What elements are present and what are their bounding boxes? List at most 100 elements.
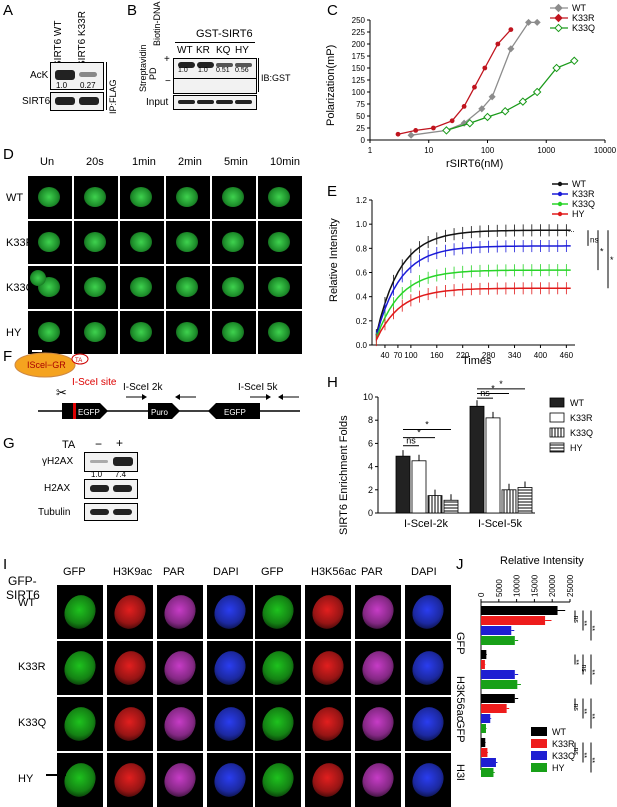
iscel-site-mark <box>73 403 76 419</box>
lane-label-wt: SIRT6 WT <box>53 20 64 67</box>
c-legend-label: K33R <box>572 13 595 23</box>
j-sig-label: ** <box>580 709 587 715</box>
e-legend-marker <box>557 201 563 207</box>
d-micrograph <box>28 176 72 219</box>
c-point <box>507 45 515 53</box>
j-legend-label: K33Q <box>552 751 575 761</box>
c-ytick-label: 175 <box>352 52 366 61</box>
d-micrograph <box>120 266 164 309</box>
nucleus <box>357 758 399 802</box>
blot-sirt6 <box>50 92 104 111</box>
i-micrograph <box>405 641 451 695</box>
h-ylabel: SIRT6 Enrichment Folds <box>338 415 350 535</box>
nucleus <box>176 232 198 252</box>
j-xtick-label: 10000 <box>513 574 522 597</box>
row-gh2ax: γH2AX <box>42 456 74 467</box>
c-point <box>483 112 492 122</box>
e-line-wt <box>375 229 571 336</box>
d-micrograph <box>120 221 164 264</box>
i-micrograph <box>255 753 301 807</box>
e-legend-label: HY <box>572 209 585 219</box>
j-bar <box>481 714 491 723</box>
egfp-label-1: EGFP <box>78 408 100 417</box>
i-micrograph <box>107 697 153 751</box>
c-point <box>449 118 455 124</box>
nucleus <box>209 702 251 746</box>
nucleus <box>257 646 299 690</box>
i-micrograph <box>57 585 103 639</box>
h-ytick-label: 10 <box>363 392 373 402</box>
nucleus <box>222 232 244 252</box>
j-legend-label: HY <box>552 763 565 773</box>
j-bar <box>481 636 515 645</box>
lane-wt: WT <box>177 45 193 56</box>
nucleus <box>159 646 201 690</box>
egfp-arrow-1 <box>100 403 108 419</box>
c-point <box>508 27 514 32</box>
lane-label-k33r: SIRT6 K33R <box>77 11 88 67</box>
d-micrograph <box>28 266 72 309</box>
nucleus <box>109 590 151 634</box>
panel-label-j: J <box>456 556 464 573</box>
lane-hy: HY <box>235 45 249 56</box>
nucleus <box>59 702 101 746</box>
iscel-2k-label: I-SceI 2k <box>123 382 163 393</box>
i-micrograph <box>57 753 103 807</box>
panel-label-d: D <box>3 146 14 163</box>
iscel-gr-label: IScel−GR <box>27 360 66 370</box>
c-point <box>495 41 501 47</box>
nucleus <box>109 646 151 690</box>
d-row-label: K33Q <box>6 282 35 294</box>
nucleus <box>130 187 152 207</box>
nucleus <box>268 322 290 342</box>
e-xlabel: Times <box>462 355 492 367</box>
egfp-box-2 <box>216 403 260 419</box>
c-xtick-label: 10 <box>424 146 433 155</box>
i-right-col-label: DAPI <box>411 566 437 578</box>
c-point <box>395 131 401 137</box>
i-micrograph <box>255 697 301 751</box>
j-legend-swatch <box>531 763 547 772</box>
puro-box <box>148 403 172 419</box>
j-bar <box>481 616 546 625</box>
j-bar <box>481 724 486 733</box>
j-group-label: GFP <box>455 632 466 655</box>
j-sig-label: ** <box>580 621 587 627</box>
c-ylabel: Polarization(mP) <box>325 45 337 126</box>
d-micrograph <box>258 176 302 219</box>
i-micrograph <box>207 641 253 695</box>
nucleus <box>30 270 46 286</box>
d-micrograph <box>74 266 118 309</box>
e-ytick-label: 0.0 <box>356 341 368 350</box>
quant-g-minus: 1.0 <box>91 470 103 479</box>
j-sig-label: ** <box>572 660 579 666</box>
i-micrograph <box>255 641 301 695</box>
i-micrograph <box>207 585 253 639</box>
e-ytick-label: 1.2 <box>356 196 368 205</box>
nucleus <box>38 322 60 342</box>
h-ytick-label: 8 <box>368 415 373 425</box>
j-bar <box>481 694 515 703</box>
i-micrograph <box>207 753 253 807</box>
d-row-label: HY <box>6 327 22 339</box>
nucleus <box>268 232 290 252</box>
lane-kr: KR <box>196 45 210 56</box>
egfp-label-2: EGFP <box>224 408 246 417</box>
i-micrograph <box>157 753 203 807</box>
primer-2k-f-head <box>142 394 147 400</box>
lane-kq: KQ <box>216 45 231 56</box>
puro-label: Puro <box>151 408 168 417</box>
panel-i-title-2: SIRT6 <box>6 588 40 602</box>
c-legend-marker <box>554 23 563 33</box>
e-xtick-label: 220 <box>456 351 470 360</box>
d-row-label: WT <box>6 192 24 204</box>
row-tubulin: Tubulin <box>38 507 71 518</box>
c-point <box>532 87 542 97</box>
j-sig-label: ns <box>580 665 587 673</box>
biotin-label: Biotin-DNA <box>152 1 162 46</box>
nucleus <box>209 646 251 690</box>
d-micrograph <box>212 221 256 264</box>
primer-5k-f-head <box>266 394 271 400</box>
quant-b-kq: 0.51 <box>216 67 230 74</box>
nucleus <box>222 322 244 342</box>
